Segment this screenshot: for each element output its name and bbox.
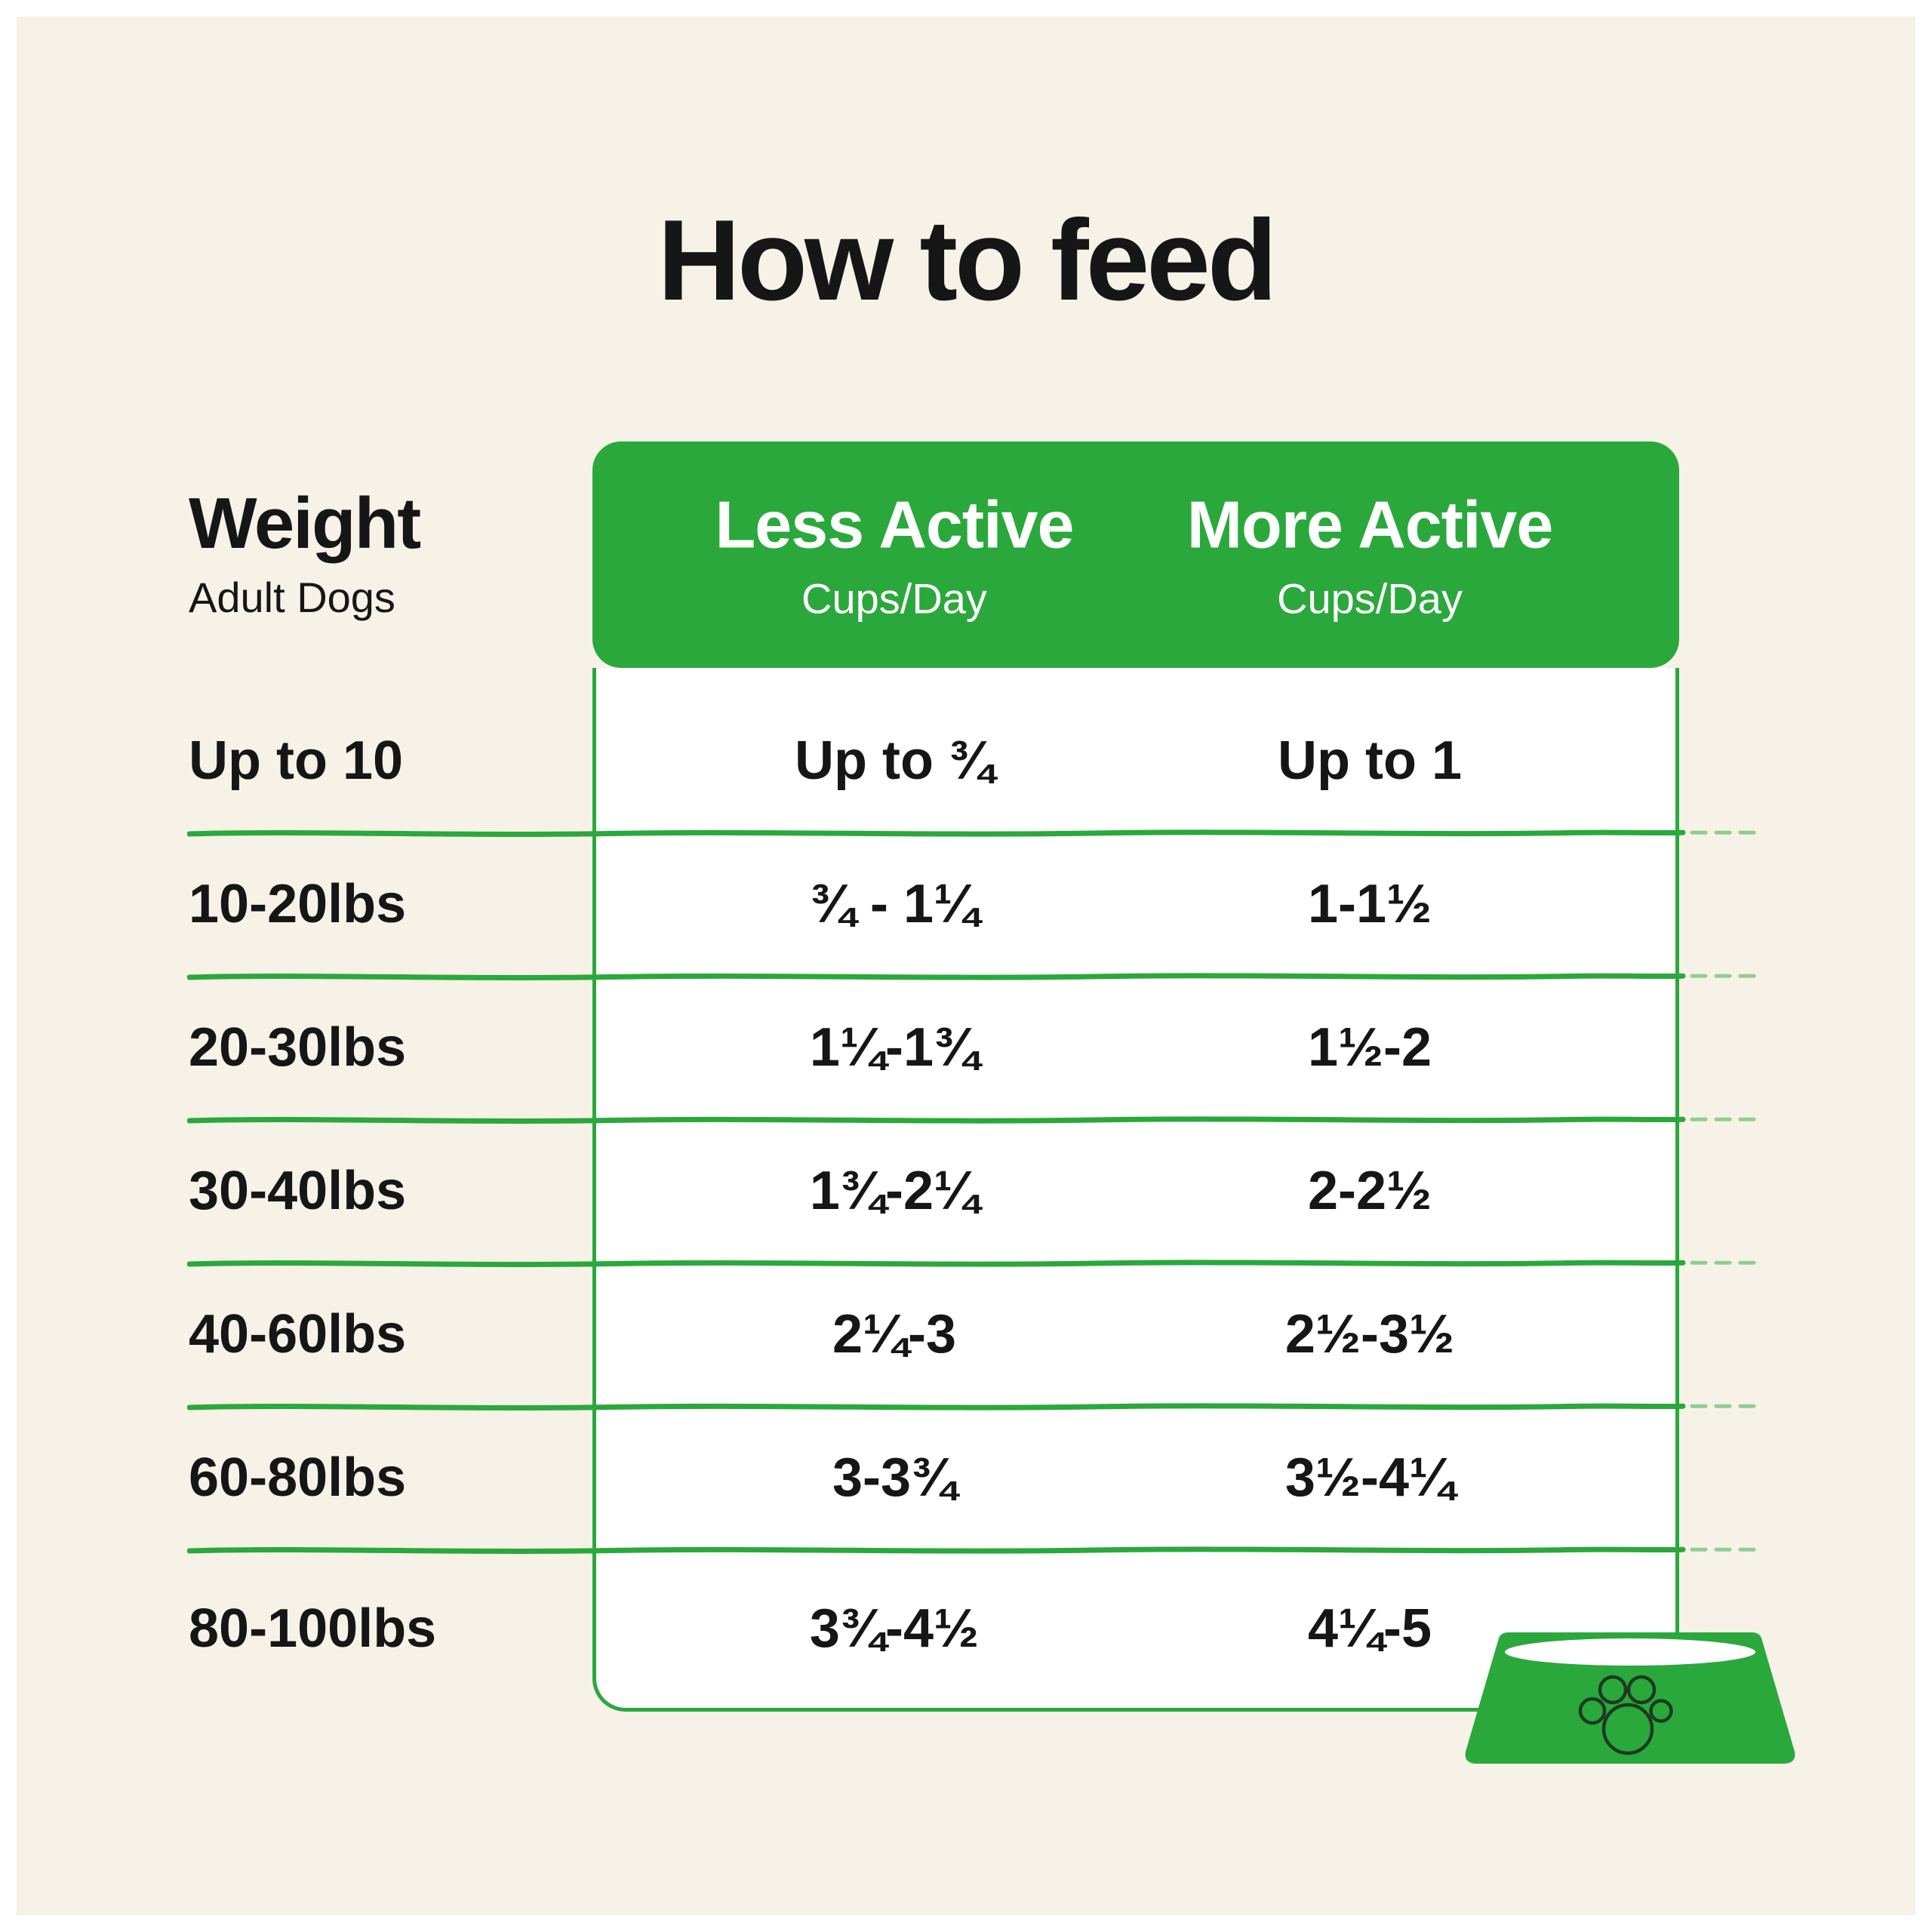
more-active-title: More Active (1186, 487, 1554, 562)
row-divider (187, 1259, 1760, 1268)
dog-bowl-icon (1465, 1632, 1795, 1764)
row-divider (187, 1115, 1760, 1124)
less-active-value: Up to ¾ (795, 731, 994, 791)
column-header-more-active: More Active Cups/Day (1186, 487, 1554, 623)
more-active-value: 2-2½ (1307, 1161, 1432, 1221)
less-active-value: 1¼-1¾ (809, 1017, 980, 1078)
page-title: How to feed (657, 196, 1277, 325)
weight-column-title: Weight (189, 483, 421, 564)
less-active-value: 1¾-2¼ (809, 1161, 980, 1221)
row-divider (187, 1402, 1760, 1411)
more-active-value: 2½-3½ (1284, 1304, 1455, 1364)
more-active-value: Up to 1 (1278, 731, 1462, 791)
bowl-opening (1505, 1638, 1755, 1666)
less-active-title: Less Active (715, 487, 1075, 562)
paw-print-icon (1578, 1675, 1673, 1755)
row-divider (187, 972, 1760, 981)
more-active-value: 3½-4¼ (1284, 1447, 1455, 1508)
weight-label: 40-60lbs (189, 1304, 407, 1364)
column-header-less-active: Less Active Cups/Day (715, 487, 1075, 623)
weight-label: 10-20lbs (189, 874, 407, 934)
less-active-value: 3¾-4½ (809, 1598, 980, 1659)
weight-label: 30-40lbs (189, 1161, 407, 1221)
row-divider (187, 1546, 1760, 1555)
weight-label: 60-80lbs (189, 1447, 407, 1508)
weight-label: Up to 10 (189, 731, 404, 791)
less-active-value: 3-3¾ (832, 1447, 957, 1508)
weight-label: 80-100lbs (189, 1598, 437, 1659)
row-divider (187, 829, 1760, 838)
table-body (592, 668, 1679, 1712)
more-active-value: 4¼-5 (1307, 1598, 1432, 1659)
less-active-value: ¾ - 1¼ (809, 874, 980, 934)
more-active-value: 1-1½ (1307, 874, 1432, 934)
table-header-bar: Less Active Cups/Day More Active Cups/Da… (592, 441, 1679, 668)
weight-label: 20-30lbs (189, 1017, 407, 1078)
less-active-subtitle: Cups/Day (801, 574, 987, 623)
more-active-value: 1½-2 (1307, 1017, 1432, 1078)
weight-column-header: Weight Adult Dogs (189, 483, 421, 622)
less-active-value: 2¼-3 (832, 1304, 957, 1364)
weight-column-subtitle: Adult Dogs (189, 574, 395, 622)
more-active-subtitle: Cups/Day (1277, 574, 1463, 623)
